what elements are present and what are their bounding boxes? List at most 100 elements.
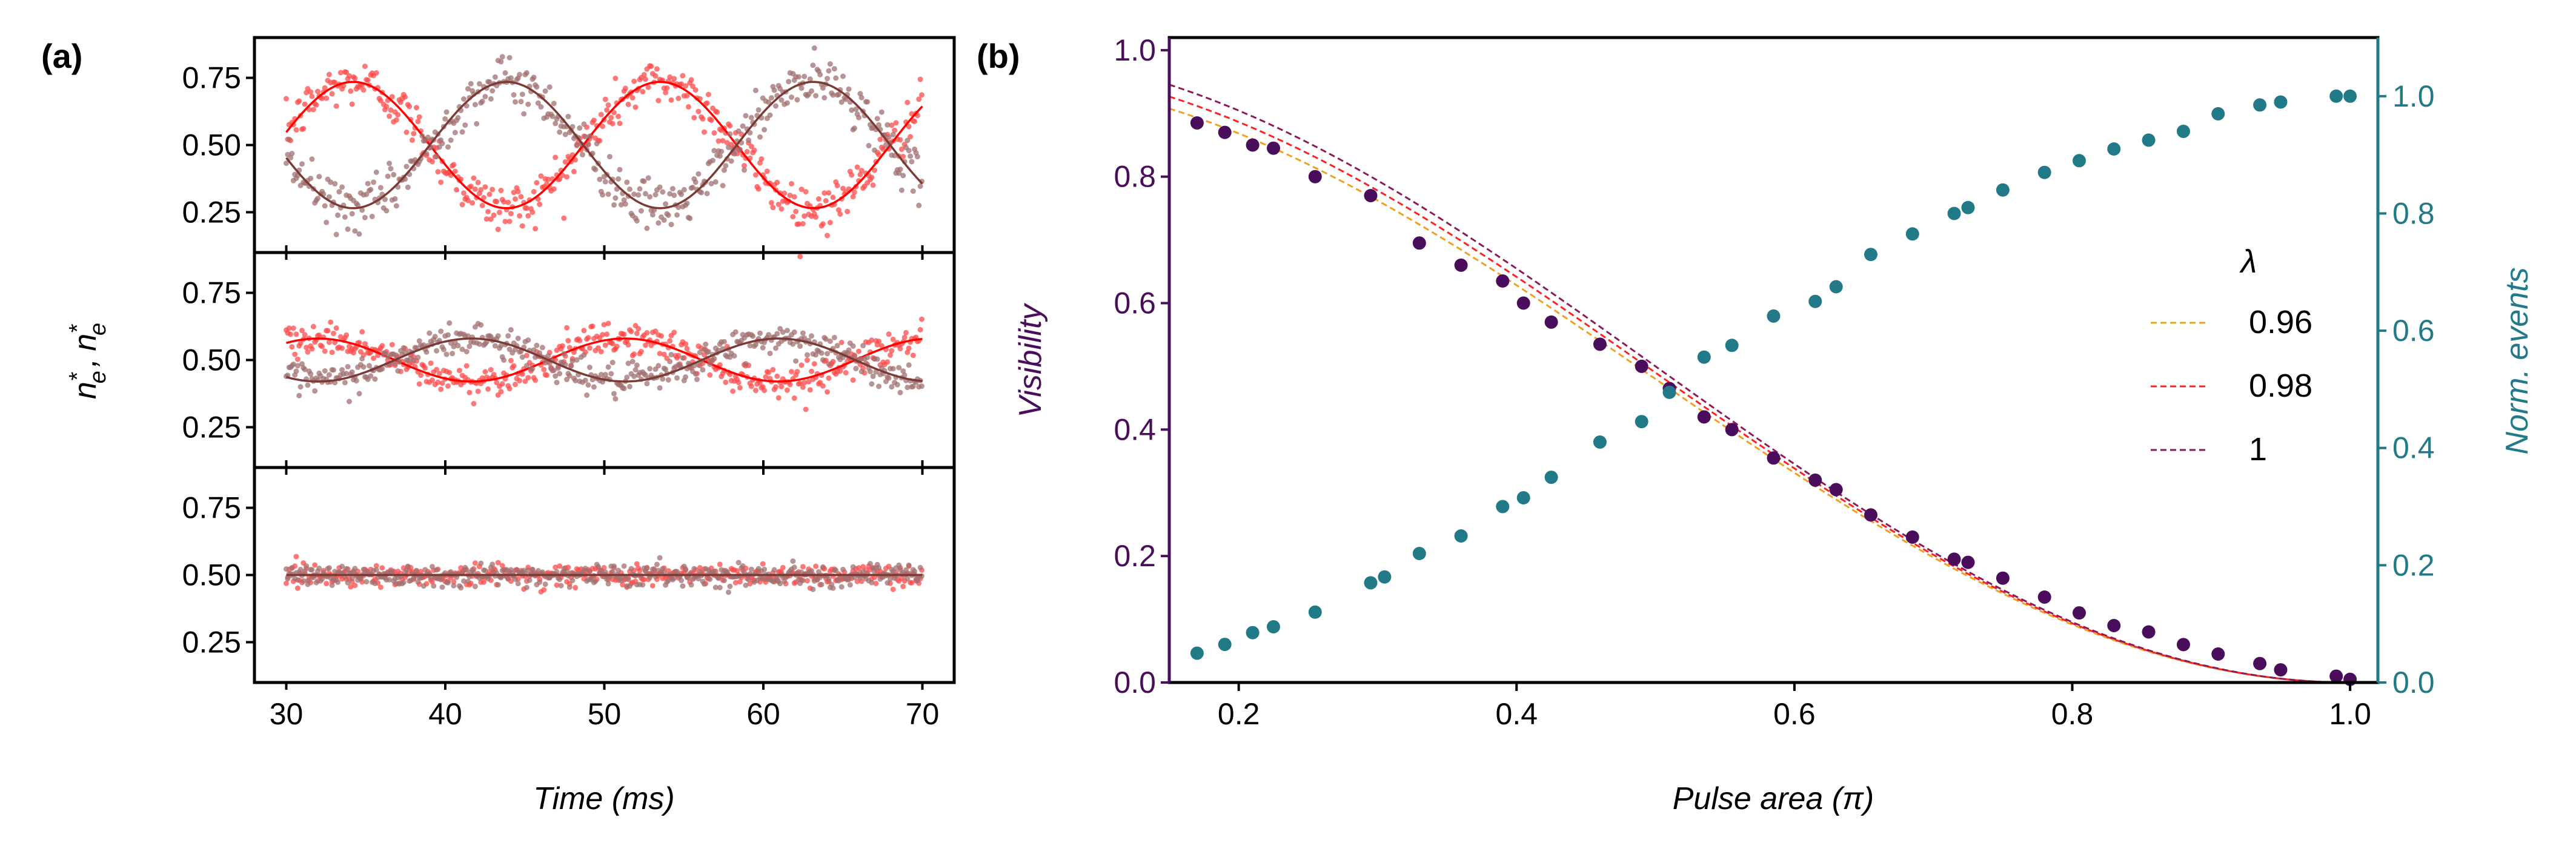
- top-brown-point: [748, 114, 754, 121]
- top-brown-point: [773, 103, 778, 109]
- middle-brown-point: [732, 329, 739, 335]
- middle-brown-point: [440, 346, 446, 352]
- top-brown-point: [315, 196, 320, 202]
- visibility-point: [1412, 236, 1426, 250]
- bottom-brown-point: [363, 579, 370, 585]
- b-right-ytick-label: 0.8: [2392, 196, 2435, 230]
- top-red-point: [296, 98, 302, 104]
- middle-brown-point: [857, 355, 863, 362]
- middle-red-point: [825, 389, 830, 395]
- middle-red-point: [506, 386, 513, 392]
- visibility-point: [1218, 125, 1232, 139]
- top-brown-point: [521, 111, 527, 117]
- top-brown-point: [605, 191, 611, 197]
- bottom-brown-point: [319, 576, 325, 582]
- middle-red-point: [302, 332, 308, 338]
- middle-brown-point: [529, 366, 536, 372]
- top-brown-point: [637, 186, 643, 192]
- top-brown-point: [699, 190, 705, 196]
- top-red-point: [322, 85, 328, 91]
- a-xtick-label: 40: [428, 697, 462, 731]
- middle-brown-point: [443, 351, 450, 357]
- b-right-ytick-label: 0.4: [2392, 431, 2435, 465]
- top-brown-point: [476, 81, 482, 87]
- top-red-point: [774, 179, 780, 185]
- bottom-brown-point: [525, 567, 531, 573]
- top-red-point: [479, 202, 485, 208]
- panel-a-ticks: 0.25 0.50 0.75 0.25 0.50 0.75 0.25 0.50 0.75 30 40…: [182, 61, 940, 731]
- events-point: [1947, 207, 1961, 220]
- middle-brown-point: [850, 343, 856, 349]
- top-red-point: [834, 182, 840, 188]
- top-red-point: [333, 103, 339, 109]
- bottom-brown-point: [917, 564, 923, 570]
- middle-brown-point: [825, 351, 830, 357]
- middle-brown-point: [905, 385, 911, 391]
- top-brown-point: [731, 151, 737, 157]
- top-brown-point: [586, 133, 593, 139]
- top-brown-point: [679, 191, 685, 197]
- middle-red-point: [903, 329, 909, 335]
- middle-brown-point: [910, 383, 916, 389]
- middle-brown-point: [694, 377, 700, 382]
- top-brown-point: [324, 219, 330, 225]
- middle-brown-point: [344, 371, 350, 377]
- top-red-point: [605, 102, 611, 108]
- top-brown-point: [809, 88, 814, 94]
- events-point: [2142, 133, 2156, 147]
- top-brown-point: [531, 74, 537, 81]
- bottom-brown-point: [304, 563, 310, 569]
- top-brown-point: [802, 73, 808, 79]
- middle-red-point: [305, 349, 311, 355]
- middle-brown-point: [342, 380, 348, 386]
- middle-red-point: [316, 332, 322, 338]
- top-brown-point: [742, 167, 747, 173]
- middle-brown-point: [774, 331, 780, 337]
- middle-red-point: [297, 340, 304, 346]
- middle-brown-point: [791, 329, 797, 335]
- top-red-point: [389, 94, 395, 100]
- middle-brown-point: [834, 343, 840, 349]
- top-red-point: [720, 137, 726, 144]
- top-red-point: [798, 187, 805, 193]
- bottom-brown-point: [712, 584, 719, 590]
- bottom-brown-point: [701, 581, 707, 587]
- middle-red-point: [294, 356, 300, 362]
- top-red-point: [564, 174, 570, 180]
- top-brown-point: [392, 196, 398, 202]
- bottom-brown-point: [846, 577, 852, 583]
- top-red-point: [667, 74, 673, 80]
- top-brown-point: [649, 212, 656, 218]
- middle-brown-point: [697, 349, 703, 355]
- middle-red-point: [657, 351, 663, 357]
- middle-red-point: [319, 343, 325, 349]
- bottom-brown-point: [569, 578, 576, 583]
- middle-red-point: [634, 331, 640, 336]
- top-red-point: [711, 130, 717, 136]
- top-red-point: [622, 85, 628, 91]
- middle-brown-point: [508, 327, 514, 333]
- events-point: [1454, 529, 1468, 543]
- top-brown-point: [452, 130, 458, 136]
- middle-brown-point: [574, 357, 580, 363]
- middle-red-point: [784, 387, 790, 393]
- visibility-point: [1593, 337, 1607, 351]
- top-red-point: [502, 219, 508, 225]
- top-brown-point: [820, 85, 826, 91]
- top-brown-point: [326, 194, 332, 200]
- bottom-brown-point: [352, 566, 358, 572]
- events-point: [1767, 309, 1781, 323]
- middle-red-point: [919, 316, 925, 322]
- middle-red-point: [807, 387, 813, 393]
- bottom-brown-point: [523, 584, 529, 590]
- bottom-brown-point: [654, 561, 660, 567]
- events-point: [2253, 98, 2267, 112]
- top-red-point: [656, 97, 662, 104]
- bottom-red-point: [737, 579, 743, 585]
- panel-b-ticks: 0.2 0.4 0.6 0.8 1.0 0.0 0.2 0.4 0.6 0.8 1.0 0.0 0.2 0…: [1114, 33, 2434, 731]
- middle-brown-point: [411, 357, 417, 363]
- bottom-brown-point: [616, 567, 622, 573]
- bottom-brown-point: [903, 567, 909, 573]
- top-red-point: [869, 174, 875, 180]
